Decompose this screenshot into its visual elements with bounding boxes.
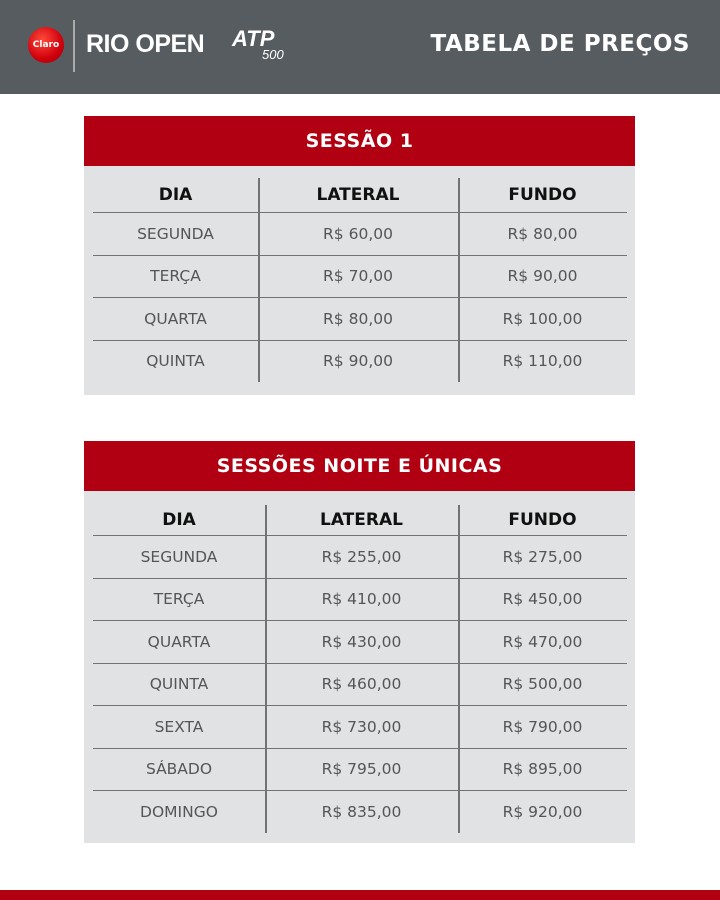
atp-logo: ATP (232, 26, 275, 51)
sponsor-name: Claro (32, 40, 60, 50)
fundo-price-cell: R$ 275,00 (502, 547, 583, 566)
day-cell: SEXTA (154, 717, 204, 736)
column-divider (458, 178, 460, 382)
lateral-price-cell: R$ 80,00 (323, 309, 393, 328)
day-cell: QUINTA (146, 352, 205, 371)
table-row: QUINTA R$ 460,00 R$ 500,00 (93, 662, 627, 706)
column-header: DIA (162, 510, 196, 530)
fundo-price-cell: R$ 100,00 (502, 309, 583, 328)
table-header-row: DIA LATERAL FUNDO (93, 178, 627, 212)
lateral-price-cell: R$ 60,00 (323, 224, 393, 243)
price-table-night-sessions: SESSÕES NOITE E ÚNICAS DIA LATERAL FUNDO SE… (84, 441, 635, 843)
fundo-price-cell: R$ 895,00 (502, 760, 583, 779)
fundo-price-cell: R$ 470,00 (502, 632, 583, 651)
column-divider (458, 505, 460, 833)
table-title: SESSÕES NOITE E ÚNICAS (84, 441, 635, 491)
table-row: QUARTA R$ 80,00 R$ 100,00 (93, 297, 627, 340)
fundo-price-cell: R$ 80,00 (507, 224, 578, 243)
lateral-price-cell: R$ 410,00 (321, 590, 402, 609)
lateral-price-cell: R$ 835,00 (321, 802, 402, 821)
table-row: TERÇA R$ 410,00 R$ 450,00 (93, 577, 627, 621)
day-cell: TERÇA (150, 267, 201, 286)
table-row: SÁBADO R$ 795,00 R$ 895,00 (93, 747, 627, 791)
column-header: LATERAL (316, 185, 400, 205)
table-row: TERÇA R$ 70,00 R$ 90,00 (93, 254, 627, 298)
table-row: QUINTA R$ 90,00 R$ 110,00 (93, 339, 627, 383)
price-table-session-1: SESSÃO 1 DIA LATERAL FUNDO SEGUNDA R$ 60,00 R… (84, 116, 635, 395)
page-title: TABELA DE PREÇOS (430, 31, 690, 57)
day-cell: QUINTA (149, 675, 209, 694)
table-row: SEXTA R$ 730,00 R$ 790,00 (93, 705, 627, 748)
lateral-price-cell: R$ 255,00 (321, 547, 402, 566)
lateral-price-cell: R$ 430,00 (321, 632, 402, 651)
atp-level: 500 (262, 47, 284, 62)
lateral-price-cell: R$ 90,00 (323, 352, 393, 371)
day-cell: SEGUNDA (137, 224, 214, 243)
lateral-price-cell: R$ 460,00 (321, 675, 402, 694)
fundo-price-cell: R$ 90,00 (507, 267, 578, 286)
day-cell: TERÇA (153, 590, 205, 609)
day-cell: QUARTA (147, 632, 211, 651)
day-cell: SEGUNDA (140, 547, 218, 566)
column-header: FUNDO (508, 510, 577, 530)
day-cell: SÁBADO (145, 760, 213, 779)
day-cell: QUARTA (144, 309, 207, 328)
rio-open-logo: RIO OPEN (86, 30, 205, 58)
fundo-price-cell: R$ 920,00 (502, 802, 583, 821)
column-header: DIA (158, 185, 193, 205)
table-grid: DIA LATERAL FUNDO SEGUNDA R$ 60,00 R$ 80,00 TE… (93, 178, 627, 382)
table-title: SESSÃO 1 (84, 116, 635, 166)
claro-logo: Claro (28, 27, 64, 63)
lateral-price-cell: R$ 70,00 (323, 267, 393, 286)
header: Claro RIO OPEN ATP 500 TABELA DE PREÇOS (0, 0, 720, 94)
day-cell: DOMINGO (140, 802, 218, 821)
table-row: SEGUNDA R$ 60,00 R$ 80,00 (93, 212, 627, 255)
column-divider (265, 505, 267, 833)
fundo-price-cell: R$ 790,00 (502, 717, 583, 736)
table-row: QUARTA R$ 430,00 R$ 470,00 (93, 620, 627, 663)
divider (73, 20, 75, 72)
column-divider (258, 178, 260, 382)
table-header-row: DIA LATERAL FUNDO (93, 505, 627, 535)
table-row: DOMINGO R$ 835,00 R$ 920,00 (93, 790, 627, 833)
bottom-bar (0, 890, 720, 900)
table-grid: DIA LATERAL FUNDO SEGUNDA R$ 255,00 R$ 275,00… (93, 505, 627, 833)
column-header: FUNDO (508, 185, 577, 205)
lateral-price-cell: R$ 795,00 (321, 760, 402, 779)
fundo-price-cell: R$ 450,00 (502, 590, 583, 609)
lateral-price-cell: R$ 730,00 (321, 717, 402, 736)
fundo-price-cell: R$ 500,00 (502, 675, 583, 694)
column-header: LATERAL (320, 510, 403, 530)
fundo-price-cell: R$ 110,00 (502, 352, 583, 371)
table-row: SEGUNDA R$ 255,00 R$ 275,00 (93, 535, 627, 578)
